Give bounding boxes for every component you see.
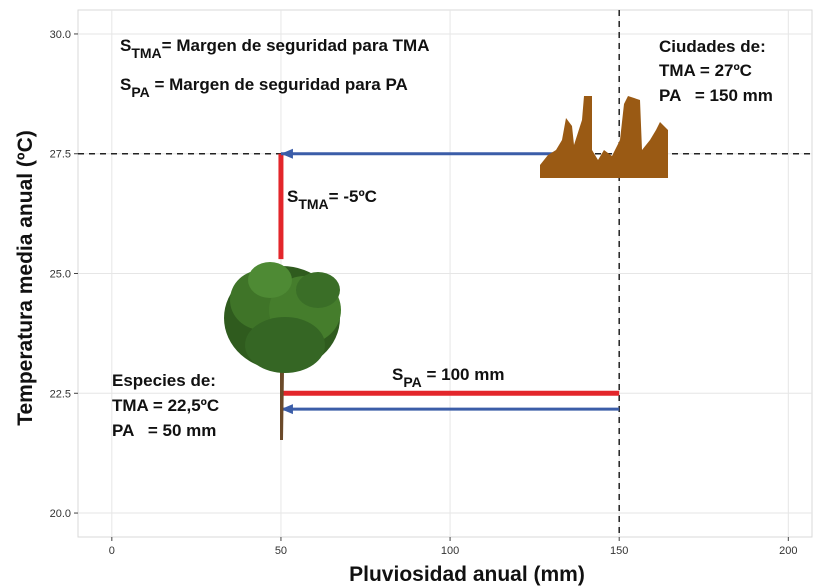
x-tick-label: 100 xyxy=(441,545,459,557)
x-tick-label: 150 xyxy=(610,545,628,557)
y-tick-label: 25.0 xyxy=(50,269,71,281)
margin-symbol: S xyxy=(392,365,403,384)
legend-subscript: PA xyxy=(131,84,149,100)
margin-subscript: TMA xyxy=(298,196,328,212)
y-tick-label: 22.5 xyxy=(50,388,71,400)
margin-text: = -5ºC xyxy=(329,187,377,206)
margin-subscript: PA xyxy=(403,374,421,390)
y-tick-label: 20.0 xyxy=(50,508,71,520)
city-label: PA = 150 mm xyxy=(659,86,773,105)
chart: 05010015020020.022.525.027.530.0 STMA= M… xyxy=(0,0,814,587)
legend-text: = Margen de seguridad para TMA xyxy=(162,36,430,55)
legend-subscript: TMA xyxy=(131,45,161,61)
x-tick-label: 0 xyxy=(109,545,115,557)
y-axis-title: Temperatura media anual (ºC) xyxy=(14,130,37,426)
species-label: Especies de: xyxy=(112,371,216,390)
city-label: TMA = 27ºC xyxy=(659,61,752,80)
x-tick-label: 50 xyxy=(275,545,287,557)
species-label: TMA = 22,5ºC xyxy=(112,396,219,415)
legend-text: = Margen de seguridad para PA xyxy=(150,75,408,94)
margin-text: = 100 mm xyxy=(422,365,505,384)
x-axis-title: Pluviosidad anual (mm) xyxy=(349,563,585,586)
y-tick-label: 27.5 xyxy=(50,149,71,161)
legend-symbol: S xyxy=(120,36,131,55)
x-tick-label: 200 xyxy=(779,545,797,557)
y-tick-label: 30.0 xyxy=(50,29,71,41)
margin-symbol: S xyxy=(287,187,298,206)
legend-symbol: S xyxy=(120,75,131,94)
species-label: PA = 50 mm xyxy=(112,421,216,440)
city-label: Ciudades de: xyxy=(659,37,766,56)
